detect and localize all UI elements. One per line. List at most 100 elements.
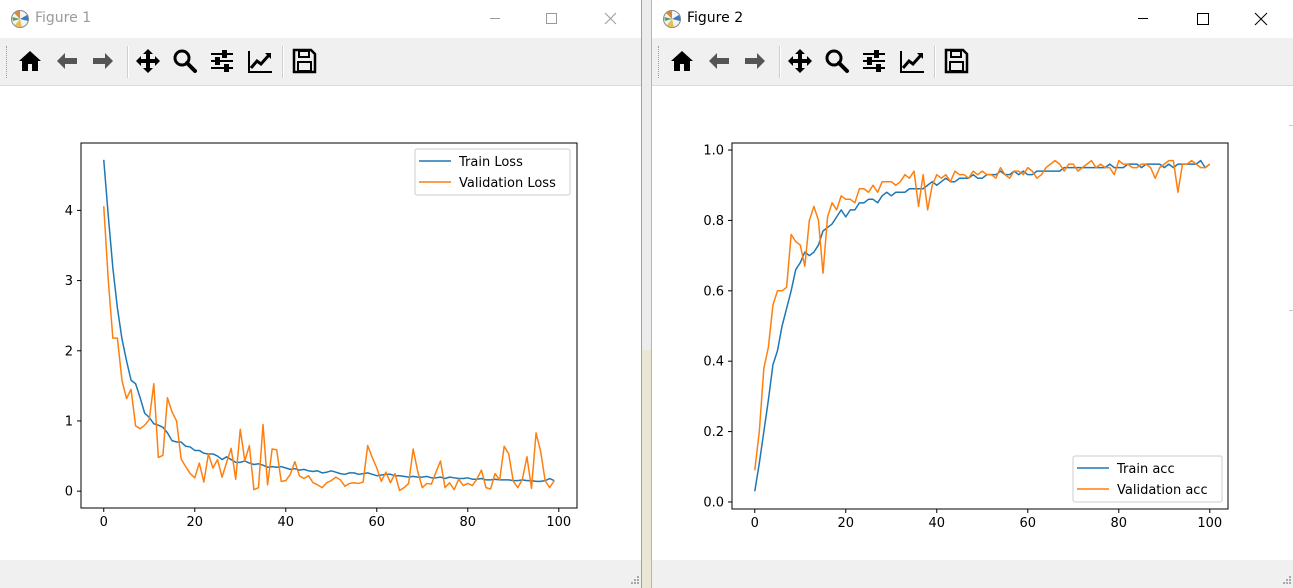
toolbar-grip bbox=[658, 46, 662, 78]
x-tick-label: 20 bbox=[837, 516, 854, 531]
legend-label: Validation Loss bbox=[459, 176, 556, 191]
y-tick-label: 3 bbox=[65, 274, 73, 289]
zoom-button[interactable] bbox=[820, 44, 854, 78]
maximize-icon bbox=[1197, 13, 1209, 25]
edge-mark bbox=[1289, 310, 1293, 311]
figure-2-window: Figure 2 0 20 40 60 80 100 0.0 0.2 0.4 0.6 0.8 1.0 T… bbox=[651, 0, 1293, 588]
maximize-icon bbox=[546, 13, 557, 24]
x-tick-label: 0 bbox=[100, 515, 108, 530]
navigation-toolbar bbox=[0, 38, 641, 86]
legend: Train acc Validation acc bbox=[1072, 455, 1223, 503]
minimize-button[interactable] bbox=[472, 0, 518, 38]
figure-1-window: Figure 1 0 20 40 60 80 100 0 1 2 3 4 Train Loss Vali… bbox=[0, 0, 642, 588]
matplotlib-app-icon bbox=[11, 10, 29, 28]
x-tick-label: 0 bbox=[751, 516, 759, 531]
configure-subplots-button[interactable] bbox=[205, 44, 239, 78]
forward-button[interactable] bbox=[86, 44, 120, 78]
back-button[interactable] bbox=[50, 44, 84, 78]
matplotlib-app-icon bbox=[663, 10, 681, 28]
y-tick-label: 4 bbox=[65, 204, 73, 219]
home-button[interactable] bbox=[13, 44, 47, 78]
save-icon bbox=[944, 48, 969, 74]
toolbar-separator bbox=[127, 46, 129, 78]
title-bar[interactable]: Figure 1 bbox=[0, 0, 641, 38]
navigation-toolbar bbox=[652, 38, 1293, 86]
pan-button[interactable] bbox=[783, 44, 817, 78]
window-title: Figure 2 bbox=[687, 10, 744, 26]
close-button[interactable] bbox=[1238, 0, 1284, 38]
legend-label: Train Loss bbox=[458, 155, 523, 170]
status-bar bbox=[652, 560, 1293, 588]
close-button[interactable] bbox=[588, 0, 634, 38]
y-tick-label: 0.2 bbox=[703, 425, 724, 440]
legend: Train Loss Validation Loss bbox=[414, 148, 571, 196]
window-title: Figure 1 bbox=[35, 10, 92, 26]
configure-subplots-icon bbox=[211, 50, 233, 72]
figure-canvas[interactable]: 0 20 40 60 80 100 0 1 2 3 4 Train Loss Validation Lo… bbox=[0, 86, 641, 560]
legend-frame bbox=[414, 148, 571, 196]
back-icon bbox=[57, 53, 77, 69]
home-button[interactable] bbox=[665, 44, 699, 78]
edit-axis-button[interactable] bbox=[243, 44, 277, 78]
chart-svg: 0 20 40 60 80 100 0.0 0.2 0.4 0.6 0.8 1.0 Train acc V… bbox=[703, 142, 1229, 531]
toolbar-separator bbox=[779, 46, 781, 78]
edit-axis-icon bbox=[900, 51, 924, 73]
y-tick-label: 0.4 bbox=[703, 355, 724, 370]
minimize-icon bbox=[490, 18, 500, 19]
size-grip-icon[interactable] bbox=[1281, 576, 1291, 586]
zoom-button[interactable] bbox=[168, 44, 202, 78]
x-tick-label: 20 bbox=[186, 515, 203, 530]
pan-button[interactable] bbox=[131, 44, 165, 78]
legend-label: Validation acc bbox=[1117, 483, 1208, 498]
y-tick-label: 1 bbox=[65, 414, 73, 429]
configure-subplots-icon bbox=[863, 50, 885, 72]
edge-mark bbox=[1289, 125, 1293, 126]
y-tick-label: 0.6 bbox=[703, 284, 724, 299]
series-line-2 bbox=[754, 159, 1211, 471]
edit-axis-button[interactable] bbox=[895, 44, 929, 78]
zoom-icon bbox=[173, 49, 197, 73]
y-tick-label: 1.0 bbox=[703, 144, 724, 159]
axes-frame bbox=[80, 142, 578, 509]
edit-axis-icon bbox=[248, 51, 272, 73]
pan-icon bbox=[136, 49, 160, 73]
home-icon bbox=[19, 51, 41, 71]
x-tick-label: 60 bbox=[369, 515, 386, 530]
maximize-button[interactable] bbox=[1180, 0, 1226, 38]
home-icon bbox=[671, 51, 693, 71]
legend-frame bbox=[1072, 455, 1223, 503]
x-tick-label: 100 bbox=[1197, 516, 1222, 531]
close-icon bbox=[1254, 12, 1268, 26]
x-tick-label: 40 bbox=[277, 515, 294, 530]
status-bar bbox=[0, 560, 641, 588]
save-button[interactable] bbox=[939, 44, 973, 78]
close-icon bbox=[604, 12, 617, 25]
x-tick-label: 60 bbox=[1020, 516, 1037, 531]
axes-frame bbox=[731, 142, 1229, 510]
configure-subplots-button[interactable] bbox=[857, 44, 891, 78]
zoom-icon bbox=[825, 49, 849, 73]
minimize-icon bbox=[1138, 18, 1148, 19]
figure-canvas[interactable]: 0 20 40 60 80 100 0.0 0.2 0.4 0.6 0.8 1.0 Train acc V… bbox=[652, 86, 1293, 560]
toolbar-grip bbox=[6, 46, 10, 78]
back-button[interactable] bbox=[702, 44, 736, 78]
minimize-button[interactable] bbox=[1120, 0, 1166, 38]
chart-svg: 0 20 40 60 80 100 0 1 2 3 4 Train Loss Validation Lo… bbox=[65, 142, 578, 530]
forward-icon bbox=[93, 53, 113, 69]
y-tick-label: 0 bbox=[65, 485, 73, 500]
save-button[interactable] bbox=[287, 44, 321, 78]
maximize-button[interactable] bbox=[529, 0, 575, 38]
size-grip-icon[interactable] bbox=[629, 576, 639, 586]
toolbar-separator bbox=[282, 46, 284, 78]
title-bar[interactable]: Figure 2 bbox=[652, 0, 1293, 38]
forward-button[interactable] bbox=[738, 44, 772, 78]
pan-icon bbox=[788, 49, 812, 73]
back-icon bbox=[709, 53, 729, 69]
series-line-1 bbox=[754, 159, 1211, 492]
toolbar-separator bbox=[934, 46, 936, 78]
x-tick-label: 100 bbox=[546, 515, 571, 530]
x-tick-label: 80 bbox=[460, 515, 477, 530]
series-line-1 bbox=[103, 159, 555, 483]
x-tick-label: 80 bbox=[1111, 516, 1128, 531]
series-line-2 bbox=[103, 206, 555, 492]
